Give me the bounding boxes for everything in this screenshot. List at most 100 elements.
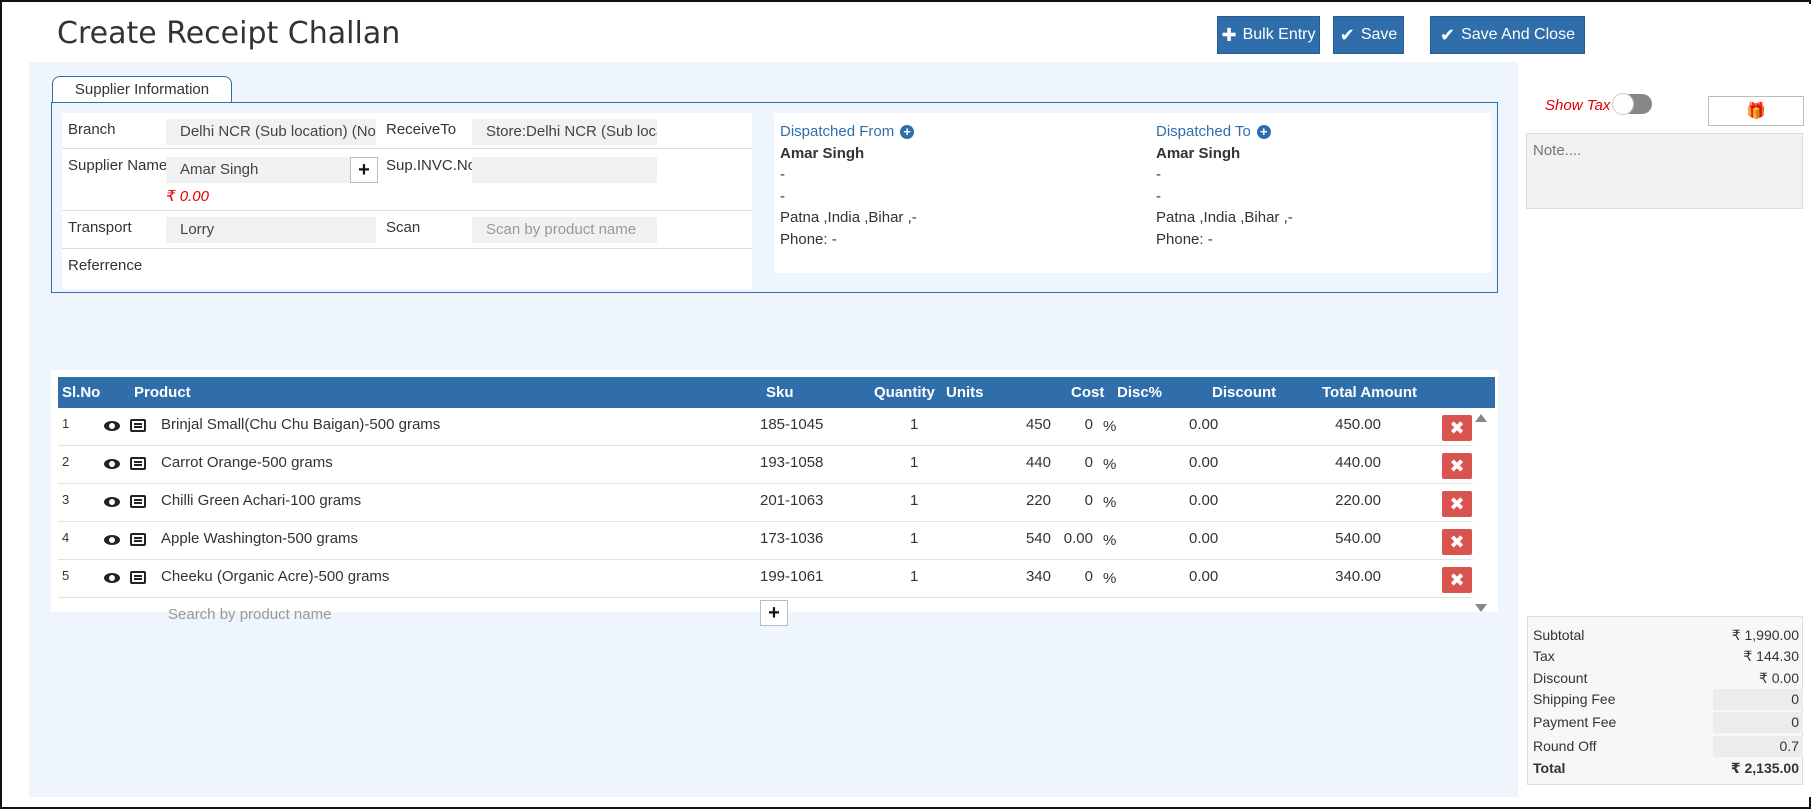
transport-field[interactable]: Lorry: [166, 217, 376, 243]
cell-cost[interactable]: 440: [1025, 454, 1051, 471]
discount-label: Discount: [1533, 670, 1588, 686]
products-table: Sl.No Product Sku Quantity Units Cost Di…: [51, 370, 1498, 626]
save-and-close-label: Save And Close: [1461, 26, 1575, 43]
supplier-information-section: Branch Delhi NCR (Sub location) (Not Di …: [51, 102, 1498, 293]
list-icon[interactable]: [130, 571, 146, 584]
subtotal-value: ₹ 1,990.00: [1731, 627, 1799, 643]
shipping-row: Shipping Fee 0: [1533, 689, 1803, 710]
cell-cost[interactable]: 220: [1025, 492, 1051, 509]
page-title: Create Receipt Challan: [57, 16, 401, 51]
delete-row-button[interactable]: ✖: [1442, 567, 1472, 593]
eye-icon[interactable]: [104, 421, 120, 431]
discount-row: Discount ₹ 0.00: [1533, 668, 1799, 689]
form-row: Supplier Name Amar Singh + ₹ 0.00 Sup.IN…: [62, 149, 752, 211]
totals-panel: Subtotal ₹ 1,990.00 Tax ₹ 144.30 Discoun…: [1527, 616, 1803, 785]
delete-row-button[interactable]: ✖: [1442, 491, 1472, 517]
scroll-down-arrow[interactable]: [1475, 604, 1487, 612]
supplier-form: Branch Delhi NCR (Sub location) (Not Di …: [62, 113, 752, 289]
branch-field[interactable]: Delhi NCR (Sub location) (Not Di: [166, 119, 376, 145]
supplier-name-label: Supplier Name: [68, 157, 168, 174]
cell-product: Cheeku (Organic Acre)-500 grams: [161, 568, 390, 585]
subtotal-row: Subtotal ₹ 1,990.00: [1533, 625, 1799, 646]
check-icon: ✔: [1339, 24, 1355, 45]
supplier-balance: ₹ 0.00: [166, 188, 209, 205]
scroll-up-arrow[interactable]: [1475, 414, 1487, 422]
bulk-entry-label: Bulk Entry: [1242, 26, 1316, 43]
cell-disc-pct[interactable]: 0: [1084, 492, 1093, 509]
eye-icon[interactable]: [104, 459, 120, 469]
show-tax-label: Show Tax: [1545, 97, 1611, 114]
tax-row: Tax ₹ 144.30: [1533, 646, 1799, 667]
delete-row-button[interactable]: ✖: [1442, 453, 1472, 479]
eye-icon[interactable]: [104, 497, 120, 507]
tax-value: ₹ 144.30: [1743, 648, 1799, 664]
payment-fee-input[interactable]: 0: [1713, 712, 1803, 733]
save-and-close-button[interactable]: ✔ Save And Close: [1430, 16, 1585, 54]
list-icon[interactable]: [130, 419, 146, 432]
cell-total: 450.00: [1335, 416, 1381, 433]
dispatched-from-address: Patna ,India ,Bihar ,-: [780, 209, 917, 226]
cell-disc-pct[interactable]: 0: [1084, 416, 1093, 433]
cell-quantity[interactable]: 1: [910, 416, 919, 433]
product-search-input[interactable]: Search by product name: [168, 606, 332, 623]
scan-input[interactable]: Scan by product name: [472, 217, 657, 243]
eye-icon[interactable]: [104, 535, 120, 545]
dispatched-from-name: Amar Singh: [780, 144, 865, 162]
cell-cost[interactable]: 540: [1025, 530, 1051, 547]
table-header: Sl.No Product Sku Quantity Units Cost Di…: [58, 377, 1495, 408]
payment-row: Payment Fee 0: [1533, 712, 1803, 733]
payment-label: Payment Fee: [1533, 714, 1617, 730]
list-icon[interactable]: [130, 533, 146, 546]
cell-disc-pct[interactable]: 0: [1084, 454, 1093, 471]
cell-disc-pct[interactable]: 0: [1084, 568, 1093, 585]
cell-quantity[interactable]: 1: [910, 492, 919, 509]
dispatched-to-address: Patna ,India ,Bihar ,-: [1156, 209, 1293, 226]
receive-to-label: ReceiveTo: [386, 121, 457, 138]
header-product: Product: [134, 384, 191, 401]
cell-total: 220.00: [1335, 492, 1381, 509]
cell-sku: 185-1045: [760, 416, 824, 433]
cell-sku: 193-1058: [760, 454, 824, 471]
form-row: Branch Delhi NCR (Sub location) (Not Di …: [62, 113, 752, 149]
list-icon[interactable]: [130, 457, 146, 470]
cell-total: 340.00: [1335, 568, 1381, 585]
invoice-field[interactable]: [472, 157, 657, 183]
cell-disc-pct[interactable]: 0.00: [1063, 530, 1093, 547]
dispatched-from-title[interactable]: Dispatched From +: [780, 121, 917, 143]
table-row: 2 Carrot Orange-500 grams 193-1058 1 440…: [58, 446, 1473, 484]
save-label: Save: [1360, 26, 1398, 43]
dispatched-to-title[interactable]: Dispatched To +: [1156, 121, 1293, 143]
supplier-name-field[interactable]: Amar Singh: [166, 157, 350, 183]
tab-supplier-information[interactable]: Supplier Information: [52, 76, 232, 103]
save-button[interactable]: ✔ Save: [1333, 16, 1404, 54]
summary-sidebar: Show Tax 🎁 Subtotal ₹ 1,990.00 Tax ₹ 144…: [1518, 62, 1811, 797]
gift-icon: 🎁: [1746, 103, 1766, 120]
list-icon[interactable]: [130, 495, 146, 508]
cell-pct-sign: %: [1103, 570, 1117, 587]
shipping-fee-input[interactable]: 0: [1713, 689, 1803, 710]
bulk-entry-button[interactable]: ✚ Bulk Entry: [1217, 16, 1320, 54]
gift-button[interactable]: 🎁: [1708, 96, 1804, 126]
add-product-button[interactable]: +: [760, 600, 788, 626]
add-supplier-button[interactable]: +: [350, 157, 378, 183]
cell-sku: 199-1061: [760, 568, 824, 585]
dispatched-from-phone: Phone: -: [780, 230, 837, 248]
cell-quantity[interactable]: 1: [910, 454, 919, 471]
plus-circle-icon[interactable]: +: [900, 124, 915, 139]
form-row: Referrence: [62, 249, 752, 287]
note-textarea[interactable]: [1526, 133, 1803, 209]
cell-cost[interactable]: 340: [1025, 568, 1051, 585]
roundoff-input[interactable]: 0.7: [1713, 736, 1803, 757]
cell-discount: 0.00: [1189, 454, 1219, 471]
eye-icon[interactable]: [104, 573, 120, 583]
plus-circle-icon[interactable]: +: [1256, 124, 1271, 139]
transport-label: Transport: [68, 219, 132, 236]
delete-row-button[interactable]: ✖: [1442, 529, 1472, 555]
show-tax-toggle[interactable]: [1612, 93, 1652, 115]
receive-to-field[interactable]: Store:Delhi NCR (Sub locatio: [472, 119, 657, 145]
cell-cost[interactable]: 450: [1025, 416, 1051, 433]
cell-quantity[interactable]: 1: [910, 568, 919, 585]
cell-pct-sign: %: [1103, 456, 1117, 473]
delete-row-button[interactable]: ✖: [1442, 415, 1472, 441]
cell-quantity[interactable]: 1: [910, 530, 919, 547]
